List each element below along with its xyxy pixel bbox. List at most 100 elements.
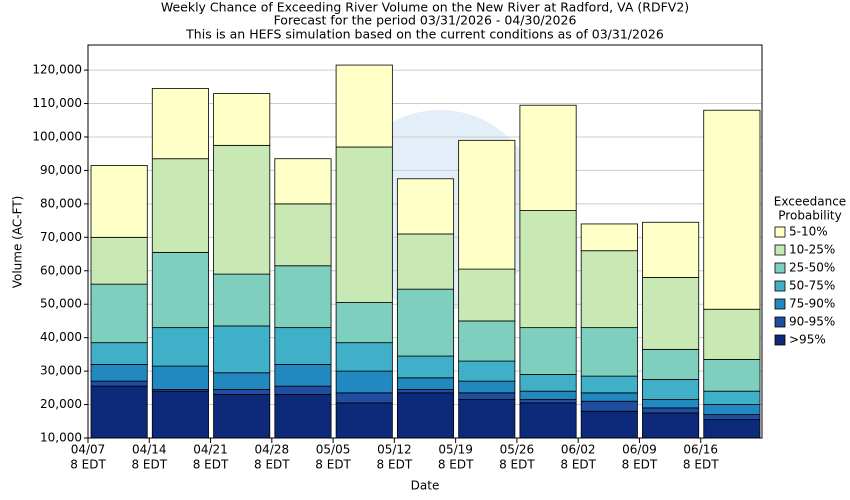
y-tick-label: 50,000: [40, 297, 82, 311]
bar-segment: [580, 375, 638, 394]
chart-title: Weekly Chance of Exceeding River Volume …: [161, 0, 689, 15]
legend-label: 50-75%: [789, 279, 835, 293]
x-tick-sublabel: 8 EDT: [131, 458, 167, 472]
bar-segment: [151, 327, 209, 367]
bar-segment: [642, 379, 700, 400]
bar-segment: [458, 320, 516, 362]
bar-segment: [458, 268, 516, 322]
bar-segment: [396, 377, 455, 390]
legend-label: 5-10%: [789, 225, 828, 239]
y-tick-label: 90,000: [40, 163, 82, 177]
legend-label: >95%: [789, 333, 826, 347]
bar-segment: [642, 277, 700, 350]
bar-segment: [213, 325, 271, 374]
y-tick-label: 60,000: [40, 263, 82, 277]
bar-segment: [335, 302, 393, 344]
y-tick-label: 20,000: [40, 397, 82, 411]
bar-segment: [703, 358, 761, 392]
bar-segment: [151, 365, 209, 390]
bar-segment: [519, 327, 577, 375]
x-tick-sublabel: 8 EDT: [438, 458, 474, 472]
plot-border: [87, 44, 763, 439]
y-tick-label: 120,000: [32, 63, 82, 77]
bar-segment: [458, 139, 516, 270]
bar-segment: [519, 104, 577, 211]
bar-segment: [274, 385, 332, 395]
legend-swatch: [774, 280, 786, 292]
bar-segment: [580, 327, 638, 377]
bar-segment: [642, 348, 700, 380]
bar-segment: [90, 380, 148, 387]
x-tick-label: 05/05: [316, 443, 351, 457]
legend-swatch: [774, 316, 786, 328]
bar-segment: [458, 392, 516, 400]
bar-segment: [213, 372, 271, 390]
legend-label: 25-50%: [789, 261, 835, 275]
y-tick-label: 30,000: [40, 364, 82, 378]
chart-subtitle: Forecast for the period 03/31/2026 - 04/…: [274, 13, 577, 28]
bar-segment: [703, 414, 761, 421]
bar-segment: [396, 288, 455, 357]
bar-segment: [580, 400, 638, 412]
bar-segment: [580, 410, 638, 439]
bar-segment: [213, 273, 271, 327]
bar-segment: [90, 283, 148, 344]
legend-title: Probability: [778, 209, 841, 223]
bar-segment: [458, 399, 516, 439]
bar-segment: [642, 412, 700, 439]
bar-segment: [274, 158, 332, 205]
bar-segment: [213, 394, 271, 439]
bar-segment: [90, 385, 148, 439]
bar-segment: [335, 370, 393, 394]
chart-subtitle: This is an HEFS simulation based on the …: [185, 27, 664, 42]
bar-segment: [335, 342, 393, 372]
legend-label: 10-25%: [789, 243, 835, 257]
legend-swatch: [774, 334, 786, 346]
x-tick-sublabel: 8 EDT: [377, 458, 413, 472]
x-tick-label: 06/09: [622, 443, 657, 457]
bar-segment: [519, 210, 577, 329]
x-tick-label: 05/19: [438, 443, 473, 457]
y-axis-label: Volume (AC-FT): [11, 196, 25, 289]
bar-segment: [519, 374, 577, 392]
bar-segment: [213, 93, 271, 146]
bar-segment: [335, 392, 393, 404]
bar-segment: [580, 223, 638, 252]
x-tick-sublabel: 8 EDT: [560, 458, 596, 472]
y-tick-label: 70,000: [40, 230, 82, 244]
x-tick-label: 06/16: [683, 443, 718, 457]
bar-segment: [396, 178, 455, 235]
bar-segment: [90, 236, 148, 285]
bar-segment: [703, 404, 761, 415]
legend-title: Exceedance: [774, 195, 846, 209]
y-tick-label: 10,000: [40, 431, 82, 445]
y-tick-label: 100,000: [32, 129, 82, 143]
bar-segment: [213, 144, 271, 275]
y-tick-label: 40,000: [40, 330, 82, 344]
x-tick-sublabel: 8 EDT: [70, 458, 106, 472]
legend-swatch: [774, 298, 786, 310]
bar-segment: [642, 399, 700, 409]
x-tick-sublabel: 8 EDT: [254, 458, 290, 472]
x-tick-sublabel: 8 EDT: [622, 458, 658, 472]
bar-segment: [703, 390, 761, 405]
x-tick-label: 04/28: [255, 443, 290, 457]
bar-segment: [458, 360, 516, 382]
bar-segment: [458, 380, 516, 394]
bar-segment: [703, 109, 761, 310]
bar-segment: [580, 392, 638, 402]
x-tick-label: 04/21: [193, 443, 228, 457]
bar-segment: [274, 203, 332, 267]
bar-segment: [396, 389, 455, 394]
bar-segment: [151, 158, 209, 253]
bar-segment: [151, 390, 209, 439]
bar-segment: [274, 327, 332, 365]
y-tick-label: 110,000: [32, 96, 82, 110]
bar-segment: [642, 407, 700, 414]
bar-segment: [335, 146, 393, 303]
bar-segment: [642, 221, 700, 278]
x-tick-label: 04/14: [132, 443, 167, 457]
bar-segment: [519, 399, 577, 404]
y-tick-label: 80,000: [40, 196, 82, 210]
